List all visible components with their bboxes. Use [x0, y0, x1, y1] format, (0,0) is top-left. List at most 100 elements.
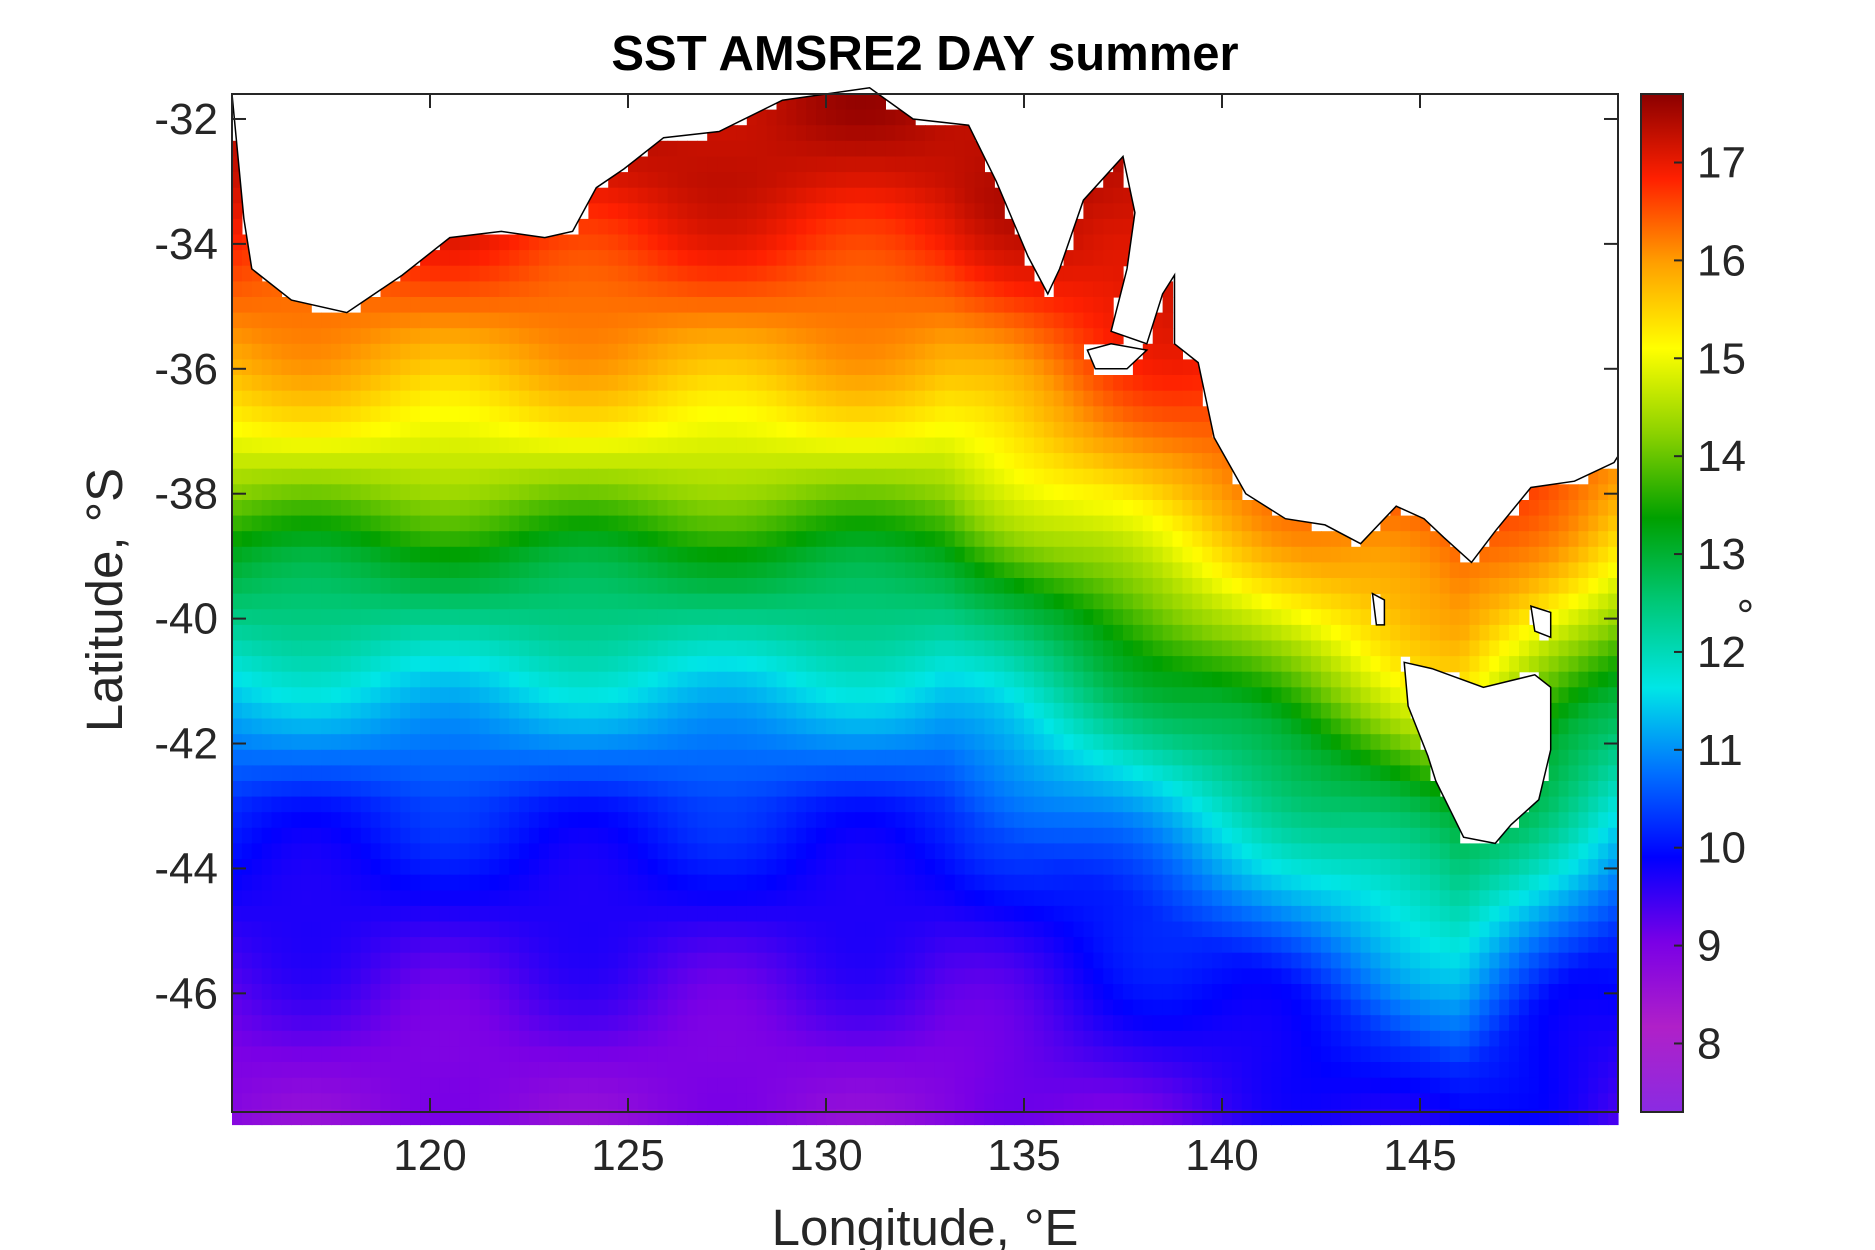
sst-cell [1479, 578, 1490, 595]
sst-cell [835, 624, 847, 642]
sst-cell [1083, 781, 1094, 798]
sst-cell [1083, 437, 1094, 454]
sst-cell [766, 734, 778, 751]
sst-cell [766, 437, 778, 454]
sst-cell [1152, 453, 1164, 470]
sst-cell [439, 359, 451, 376]
sst-cell [588, 406, 599, 423]
sst-cell [1558, 640, 1570, 657]
sst-cell [578, 781, 589, 798]
sst-cell [1568, 781, 1579, 798]
sst-cell [1103, 843, 1114, 860]
sst-cell [1073, 515, 1084, 532]
sst-cell [687, 437, 698, 454]
sst-cell [598, 827, 609, 844]
sst-cell [687, 328, 698, 345]
sst-cell [1568, 640, 1579, 657]
sst-cell [905, 749, 916, 766]
sst-cell [469, 437, 481, 454]
sst-cell [944, 297, 956, 314]
sst-cell [1063, 250, 1075, 267]
sst-cell [529, 453, 540, 470]
sst-cell [410, 281, 421, 298]
sst-cell [420, 250, 431, 267]
sst-cell [469, 578, 481, 595]
sst-cell [251, 827, 263, 844]
sst-cell [1014, 827, 1025, 844]
sst-cell [1390, 578, 1401, 595]
sst-cell [1429, 624, 1441, 642]
sst-cell [439, 437, 451, 454]
sst-cell [1103, 234, 1114, 251]
sst-cell [1004, 796, 1015, 813]
sst-cell [261, 640, 273, 657]
sst-cell [925, 843, 936, 860]
sst-cell [1103, 453, 1114, 470]
sst-cell [459, 656, 471, 673]
sst-cell [469, 421, 481, 439]
sst-cell [964, 421, 976, 439]
sst-cell [251, 500, 263, 517]
sst-cell [1380, 515, 1391, 532]
sst-cell [232, 827, 243, 844]
sst-cell [667, 687, 679, 704]
sst-cell [1103, 390, 1114, 407]
sst-cell [1152, 421, 1164, 439]
sst-cell [499, 765, 510, 782]
sst-cell [994, 203, 1005, 220]
sst-cell [736, 140, 748, 157]
sst-cell [1093, 265, 1104, 282]
sst-cell [1083, 671, 1094, 688]
sst-cell [944, 843, 956, 860]
sst-cell [1142, 500, 1154, 517]
sst-cell [449, 749, 461, 766]
sst-cell [1301, 671, 1312, 688]
sst-cell [459, 531, 471, 548]
sst-cell [529, 609, 540, 626]
sst-cell [1598, 562, 1609, 579]
sst-cell [568, 500, 580, 517]
sst-cell [1014, 624, 1025, 642]
sst-cell [925, 187, 936, 204]
sst-cell [974, 765, 985, 782]
sst-cell [588, 546, 599, 563]
sst-cell [479, 609, 490, 626]
sst-cell [281, 578, 292, 595]
sst-cell [509, 234, 520, 251]
sst-cell [1528, 546, 1540, 563]
sst-cell [637, 656, 649, 673]
sst-cell [727, 187, 738, 204]
sst-cell [1568, 546, 1579, 563]
sst-cell [1202, 500, 1213, 517]
sst-cell [410, 265, 421, 282]
sst-cell [1222, 671, 1233, 688]
sst-cell [1123, 562, 1134, 579]
sst-cell [786, 546, 797, 563]
sst-cell [1499, 531, 1510, 548]
sst-cell [637, 718, 649, 735]
sst-cell [954, 593, 966, 610]
sst-cell [1588, 702, 1599, 720]
sst-cell [251, 656, 263, 673]
sst-cell [331, 468, 342, 485]
sst-cell [677, 312, 688, 329]
sst-cell [321, 593, 332, 610]
sst-cell [994, 687, 1005, 704]
sst-cell [845, 328, 857, 345]
sst-cell [449, 812, 461, 829]
sst-cell [1420, 827, 1431, 844]
sst-cell [1420, 593, 1431, 610]
sst-cell [826, 859, 837, 876]
sst-cell [1132, 765, 1144, 782]
sst-cell [934, 390, 946, 407]
sst-cell [835, 265, 847, 282]
sst-cell [756, 125, 768, 142]
sst-cell [1033, 359, 1045, 376]
sst-cell [1152, 484, 1164, 501]
sst-cell [707, 515, 718, 532]
sst-cell [548, 265, 560, 282]
sst-cell [410, 640, 421, 657]
sst-cell [1390, 734, 1401, 751]
sst-cell [786, 297, 797, 314]
sst-cell [1301, 624, 1312, 642]
